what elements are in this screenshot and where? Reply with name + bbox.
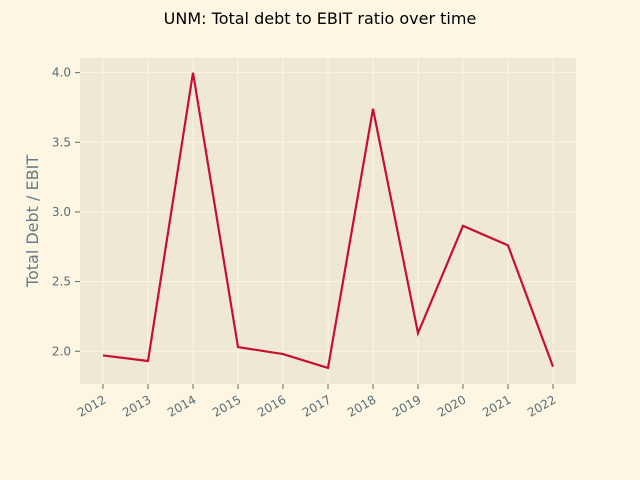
y-tick-label: 3.0 xyxy=(52,205,71,219)
y-tick-label: 2.0 xyxy=(52,344,71,358)
series-layer xyxy=(102,72,555,370)
y-tick-label: 2.5 xyxy=(52,275,71,289)
y-axis-label: Total Debt / EBIT xyxy=(23,155,42,288)
chart-title: UNM: Total debt to EBIT ratio over time xyxy=(164,9,477,28)
y-tick-label: 4.0 xyxy=(52,66,71,80)
y-axis: 2.0 2.5 3.0 3.5 4.0 xyxy=(52,66,80,358)
y-tick-label: 3.5 xyxy=(52,135,71,149)
